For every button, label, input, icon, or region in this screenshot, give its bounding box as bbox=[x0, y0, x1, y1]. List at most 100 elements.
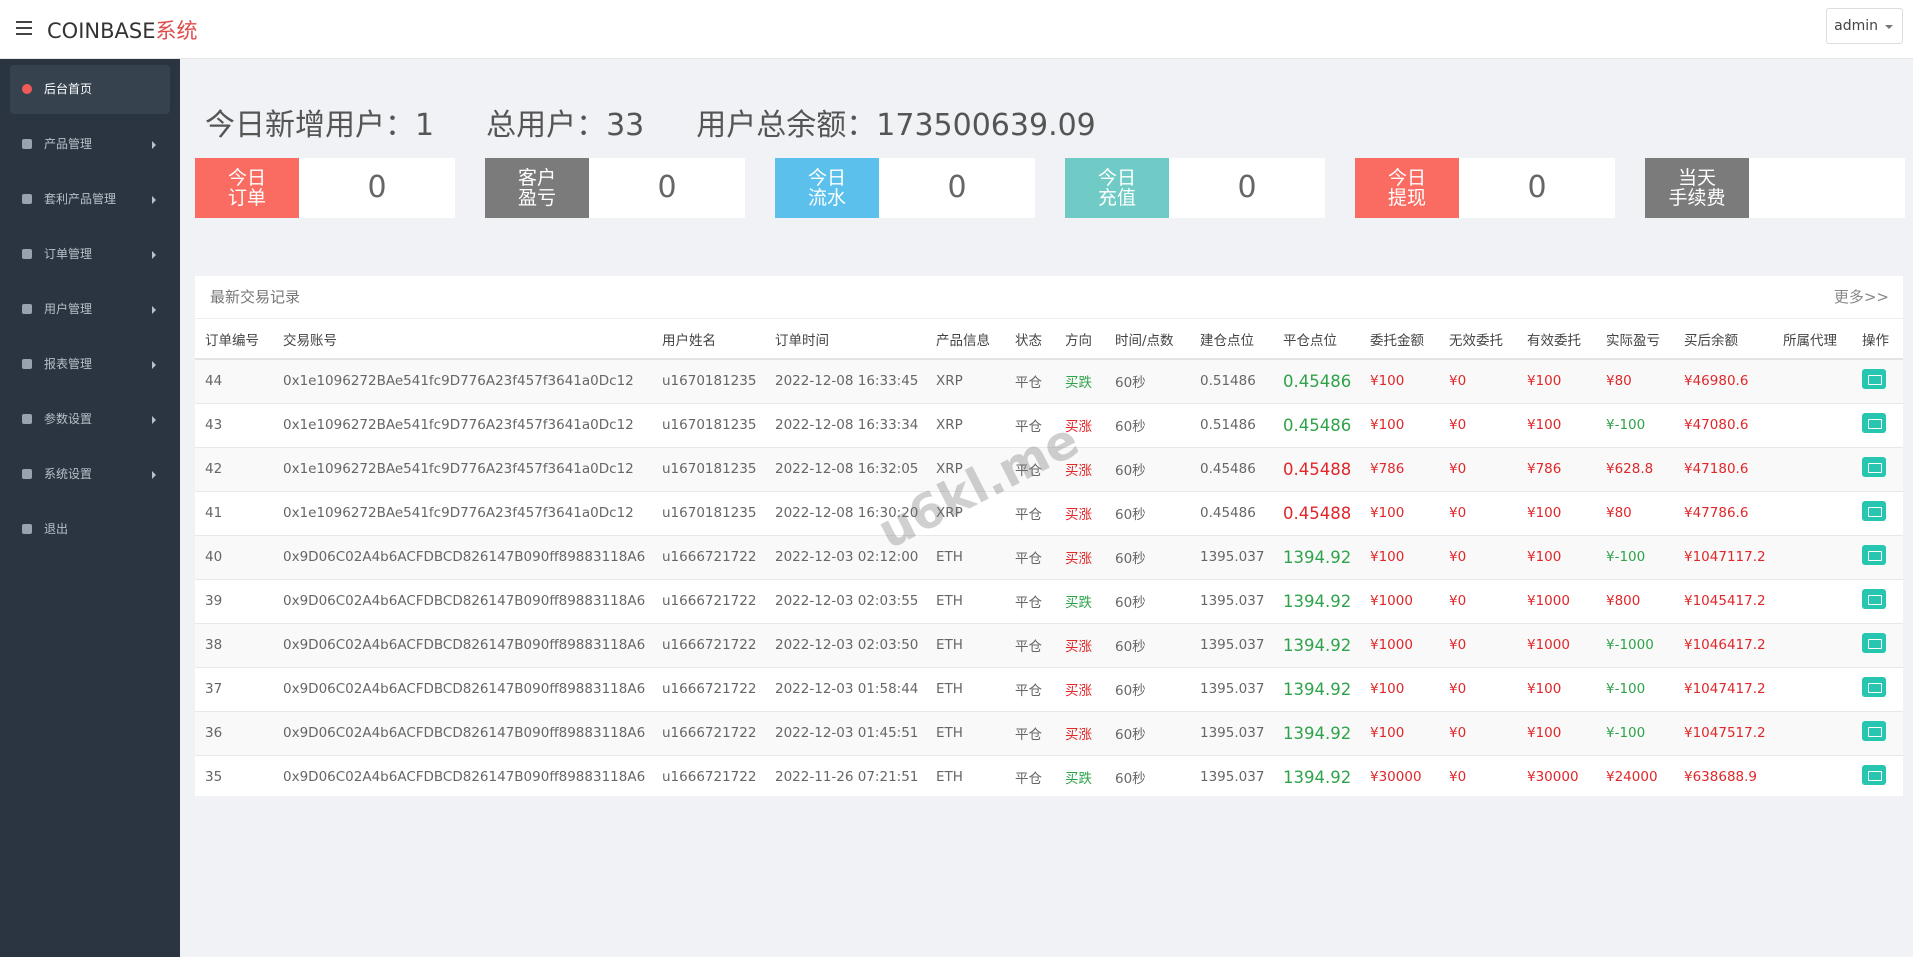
cell: ¥0 bbox=[1439, 578, 1517, 623]
stat-label: 今日 流水 bbox=[775, 158, 879, 218]
cell: u1666721722 bbox=[652, 754, 765, 799]
cell: 2022-12-03 02:03:55 bbox=[765, 578, 926, 623]
view-button[interactable] bbox=[1862, 413, 1886, 433]
view-button[interactable] bbox=[1862, 589, 1886, 609]
nav-label: 用户管理 bbox=[44, 302, 93, 316]
cell: 0.51486 bbox=[1190, 358, 1273, 403]
column-header: 用户姓名 bbox=[652, 319, 765, 360]
stat-value: 0 bbox=[1237, 170, 1257, 205]
cell: 0.45488 bbox=[1273, 490, 1360, 535]
cell: ¥100 bbox=[1360, 402, 1439, 447]
cell: 2022-12-03 02:12:00 bbox=[765, 534, 926, 579]
cell: 1395.037 bbox=[1190, 578, 1273, 623]
cell bbox=[1773, 446, 1852, 491]
cell: u1670181235 bbox=[652, 402, 765, 447]
nav-item[interactable]: 后台首页 bbox=[10, 65, 170, 114]
stat-label-line: 客户 bbox=[517, 167, 556, 189]
cell: 1395.037 bbox=[1190, 710, 1273, 755]
cell: 0.51486 bbox=[1190, 402, 1273, 447]
cell: ¥1046417.2 bbox=[1674, 622, 1773, 667]
cell: 60秒 bbox=[1105, 666, 1190, 711]
stat-label: 当天 手续费 bbox=[1645, 158, 1749, 218]
trade-row: 35 0x9D06C02A4b6ACFDBCD826147B090ff898831… bbox=[195, 754, 1903, 799]
cell: 60秒 bbox=[1105, 534, 1190, 579]
view-button[interactable] bbox=[1862, 369, 1886, 390]
cell: 买涨 bbox=[1055, 490, 1105, 535]
nav-arrow bbox=[152, 471, 160, 479]
trade-row: 36 0x9D06C02A4b6ACFDBCD826147B090ff898831… bbox=[195, 710, 1903, 755]
stat-card: 今日 充值 0 bbox=[1065, 158, 1325, 218]
cell: 1395.037 bbox=[1190, 754, 1273, 799]
cell: ¥100 bbox=[1360, 666, 1439, 711]
stat-card: 今日 订单 0 bbox=[195, 158, 455, 218]
cell: ¥800 bbox=[1596, 578, 1674, 623]
cell: XRP bbox=[926, 402, 1005, 447]
summary-value: 33 bbox=[606, 108, 645, 143]
cell bbox=[1773, 666, 1852, 711]
nav-item[interactable]: 产品管理 bbox=[10, 120, 170, 169]
cell: ¥-1000 bbox=[1596, 622, 1674, 667]
view-button[interactable] bbox=[1862, 501, 1886, 521]
view-button[interactable] bbox=[1862, 765, 1886, 786]
cell: ¥100 bbox=[1517, 358, 1596, 403]
cell: 0x1e1096272BAe541fc9D776A23f457f3641a0Dc… bbox=[273, 490, 652, 535]
nav-item[interactable]: 系统设置 bbox=[10, 450, 170, 499]
nav-icon bbox=[22, 249, 32, 259]
stat-card: 今日 流水 0 bbox=[775, 158, 1035, 218]
nav-icon bbox=[22, 139, 32, 149]
cell: u1666721722 bbox=[652, 622, 765, 667]
trade-row: 41 0x1e1096272BAe541fc9D776A23f457f3641a0… bbox=[195, 490, 1903, 535]
summary-value: 173500639.09 bbox=[876, 108, 1096, 143]
cell: 60秒 bbox=[1105, 754, 1190, 799]
cell: 35 bbox=[195, 754, 273, 799]
stat-value: 0 bbox=[657, 170, 677, 205]
nav-arrow bbox=[152, 306, 160, 314]
nav-item[interactable]: 报表管理 bbox=[10, 340, 170, 389]
cell: u1670181235 bbox=[652, 358, 765, 403]
cell: 0x1e1096272BAe541fc9D776A23f457f3641a0Dc… bbox=[273, 358, 652, 403]
cell: 41 bbox=[195, 490, 273, 535]
cell: 60秒 bbox=[1105, 446, 1190, 491]
cell: ETH bbox=[926, 622, 1005, 667]
menu-toggle[interactable] bbox=[16, 21, 32, 35]
column-header: 操作 bbox=[1852, 319, 1903, 360]
cell bbox=[1852, 446, 1903, 491]
cell: 2022-12-03 02:03:50 bbox=[765, 622, 926, 667]
cell: ¥0 bbox=[1439, 622, 1517, 667]
stat-label-line: 提现 bbox=[1387, 187, 1426, 209]
more-link[interactable]: 更多>> bbox=[1833, 288, 1889, 306]
cell: 1395.037 bbox=[1190, 534, 1273, 579]
nav-item[interactable]: 参数设置 bbox=[10, 395, 170, 444]
cell: 1395.037 bbox=[1190, 666, 1273, 711]
cell: ¥100 bbox=[1517, 402, 1596, 447]
cell: 1394.92 bbox=[1273, 578, 1360, 623]
view-button[interactable] bbox=[1862, 633, 1886, 653]
cell: ETH bbox=[926, 578, 1005, 623]
nav-item[interactable]: 退出 bbox=[10, 505, 170, 554]
stat-label-line: 流水 bbox=[807, 187, 846, 209]
cell: 60秒 bbox=[1105, 578, 1190, 623]
view-button[interactable] bbox=[1862, 721, 1886, 741]
trade-row: 42 0x1e1096272BAe541fc9D776A23f457f3641a0… bbox=[195, 446, 1903, 491]
view-button[interactable] bbox=[1862, 545, 1886, 565]
view-button[interactable] bbox=[1862, 677, 1886, 697]
stat-label-line: 今日 bbox=[227, 167, 266, 189]
nav-item[interactable]: 套利产品管理 bbox=[10, 175, 170, 224]
cell: 1394.92 bbox=[1273, 710, 1360, 755]
stat-label-line: 手续费 bbox=[1668, 187, 1726, 209]
nav-item[interactable]: 用户管理 bbox=[10, 285, 170, 334]
cell: 1394.92 bbox=[1273, 622, 1360, 667]
stat-value: 0 bbox=[947, 170, 967, 205]
cell bbox=[1852, 402, 1903, 447]
column-header: 方向 bbox=[1055, 319, 1105, 360]
cell: ¥80 bbox=[1596, 490, 1674, 535]
stat-label-line: 订单 bbox=[227, 187, 266, 209]
cell: 平仓 bbox=[1005, 534, 1055, 579]
cell: 60秒 bbox=[1105, 402, 1190, 447]
stat-card: 客户 盈亏 0 bbox=[485, 158, 745, 218]
nav-item[interactable]: 订单管理 bbox=[10, 230, 170, 279]
cell: ¥1047117.2 bbox=[1674, 534, 1773, 579]
user-menu[interactable]: admin bbox=[1826, 8, 1903, 44]
cell: XRP bbox=[926, 446, 1005, 491]
view-button[interactable] bbox=[1862, 457, 1886, 477]
